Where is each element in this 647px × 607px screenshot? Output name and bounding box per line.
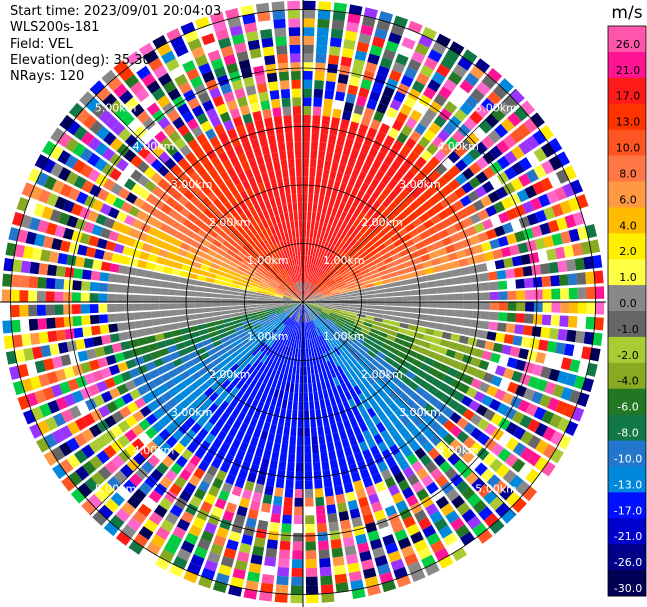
colorbar-swatch bbox=[608, 155, 646, 182]
start-time-label: Start time: 2023/09/01 20:04:03 bbox=[10, 4, 222, 19]
ring-label: 4.00km bbox=[133, 444, 175, 457]
colorbar-tick: -21.0 bbox=[614, 530, 642, 543]
colorbar-tick: -6.0 bbox=[617, 401, 638, 414]
field-label: Field: VEL bbox=[10, 36, 73, 52]
colorbar-swatch bbox=[608, 129, 646, 157]
nrays-label: NRays: 120 bbox=[10, 69, 85, 85]
colorbar-swatch bbox=[608, 492, 646, 519]
ring-labels: 1.00km 1.00km 1.00km 1.00km 2.00km 2.00km 2.00… bbox=[95, 102, 517, 496]
colorbar-swatch bbox=[608, 570, 646, 597]
colorbar-swatch bbox=[608, 77, 646, 105]
colorbar-swatch bbox=[608, 414, 646, 442]
ring-label: 3.00km bbox=[171, 178, 213, 191]
ring-label: 5.00km bbox=[475, 482, 517, 495]
ring-label: 3.00km bbox=[399, 178, 441, 191]
colorbar-swatch bbox=[608, 26, 646, 53]
colorbar-tick: -10.0 bbox=[614, 452, 642, 465]
colorbar-tick: 2.0 bbox=[619, 245, 637, 258]
ring-label: 4.00km bbox=[437, 444, 479, 457]
ring-label: 2.00km bbox=[361, 368, 403, 381]
colorbar-tick: 4.0 bbox=[619, 219, 637, 232]
colorbar-tick: -8.0 bbox=[617, 427, 638, 440]
colorbar-swatch bbox=[608, 181, 646, 208]
station-label: WLS200s-181 bbox=[10, 20, 100, 36]
colorbar-tick: 26.0 bbox=[616, 38, 641, 51]
ring-label: 1.00km bbox=[247, 254, 289, 267]
ring-label: 1.00km bbox=[323, 254, 365, 267]
colorbar-tick: 0.0 bbox=[619, 297, 637, 310]
colorbar-swatch bbox=[608, 388, 646, 416]
ring-label: 4.00km bbox=[133, 140, 175, 153]
radar-gates bbox=[1, 0, 605, 604]
ring-label: 5.00km bbox=[475, 102, 517, 115]
ring-label: 5.00km bbox=[95, 482, 137, 495]
colorbar-swatch bbox=[608, 285, 646, 312]
ring-label: 3.00km bbox=[171, 406, 213, 419]
colorbar-tick: -17.0 bbox=[614, 504, 642, 517]
ring-label: 4.00km bbox=[437, 140, 479, 153]
colorbar-tick: 6.0 bbox=[619, 193, 637, 206]
colorbar-swatch bbox=[608, 336, 646, 364]
plot-metadata: Start time: 2023/09/01 20:04:03 WLS200s-… bbox=[10, 4, 221, 85]
azimuth-line bbox=[89, 88, 517, 516]
colorbar-tick: 10.0 bbox=[616, 142, 641, 155]
colorbar-tick: -30.0 bbox=[614, 582, 642, 595]
colorbar-swatch bbox=[608, 544, 646, 571]
colorbar-unit: m/s bbox=[611, 3, 642, 23]
colorbar-swatch bbox=[608, 518, 646, 545]
colorbar-tick: 17.0 bbox=[616, 90, 641, 103]
colorbar-tick: 8.0 bbox=[619, 167, 637, 180]
ring-label: 2.00km bbox=[209, 216, 251, 229]
ring-label: 5.00km bbox=[95, 102, 137, 115]
colorbar-swatch bbox=[608, 51, 646, 79]
colorbar-swatch bbox=[608, 311, 646, 338]
colorbar-tick: 13.0 bbox=[616, 116, 641, 129]
ring-label: 1.00km bbox=[247, 330, 289, 343]
elevation-label: Elevation(deg): 35.30 bbox=[10, 52, 151, 68]
colorbar-tick: 1.0 bbox=[619, 271, 637, 284]
colorbar-swatch bbox=[608, 207, 646, 234]
colorbar-tick: -1.0 bbox=[617, 323, 638, 336]
ring-label: 2.00km bbox=[209, 368, 251, 381]
colorbar-tick: 21.0 bbox=[616, 64, 641, 77]
ring-label: 3.00km bbox=[399, 406, 441, 419]
ring-label: 1.00km bbox=[323, 330, 365, 343]
colorbar-swatch bbox=[608, 259, 646, 286]
colorbar-swatch bbox=[608, 440, 646, 467]
colorbar-swatch bbox=[608, 103, 646, 131]
colorbar-tick: -26.0 bbox=[614, 556, 642, 569]
colorbar-tick: -13.0 bbox=[614, 478, 642, 491]
colorbar-tick: -4.0 bbox=[617, 375, 638, 388]
colorbar-frame bbox=[607, 25, 647, 597]
colorbar-swatch bbox=[608, 233, 646, 260]
colorbar-swatch bbox=[608, 466, 646, 493]
colorbar-swatch bbox=[608, 362, 646, 390]
ring-label: 2.00km bbox=[361, 216, 403, 229]
colorbar-tick: -2.0 bbox=[617, 349, 638, 362]
